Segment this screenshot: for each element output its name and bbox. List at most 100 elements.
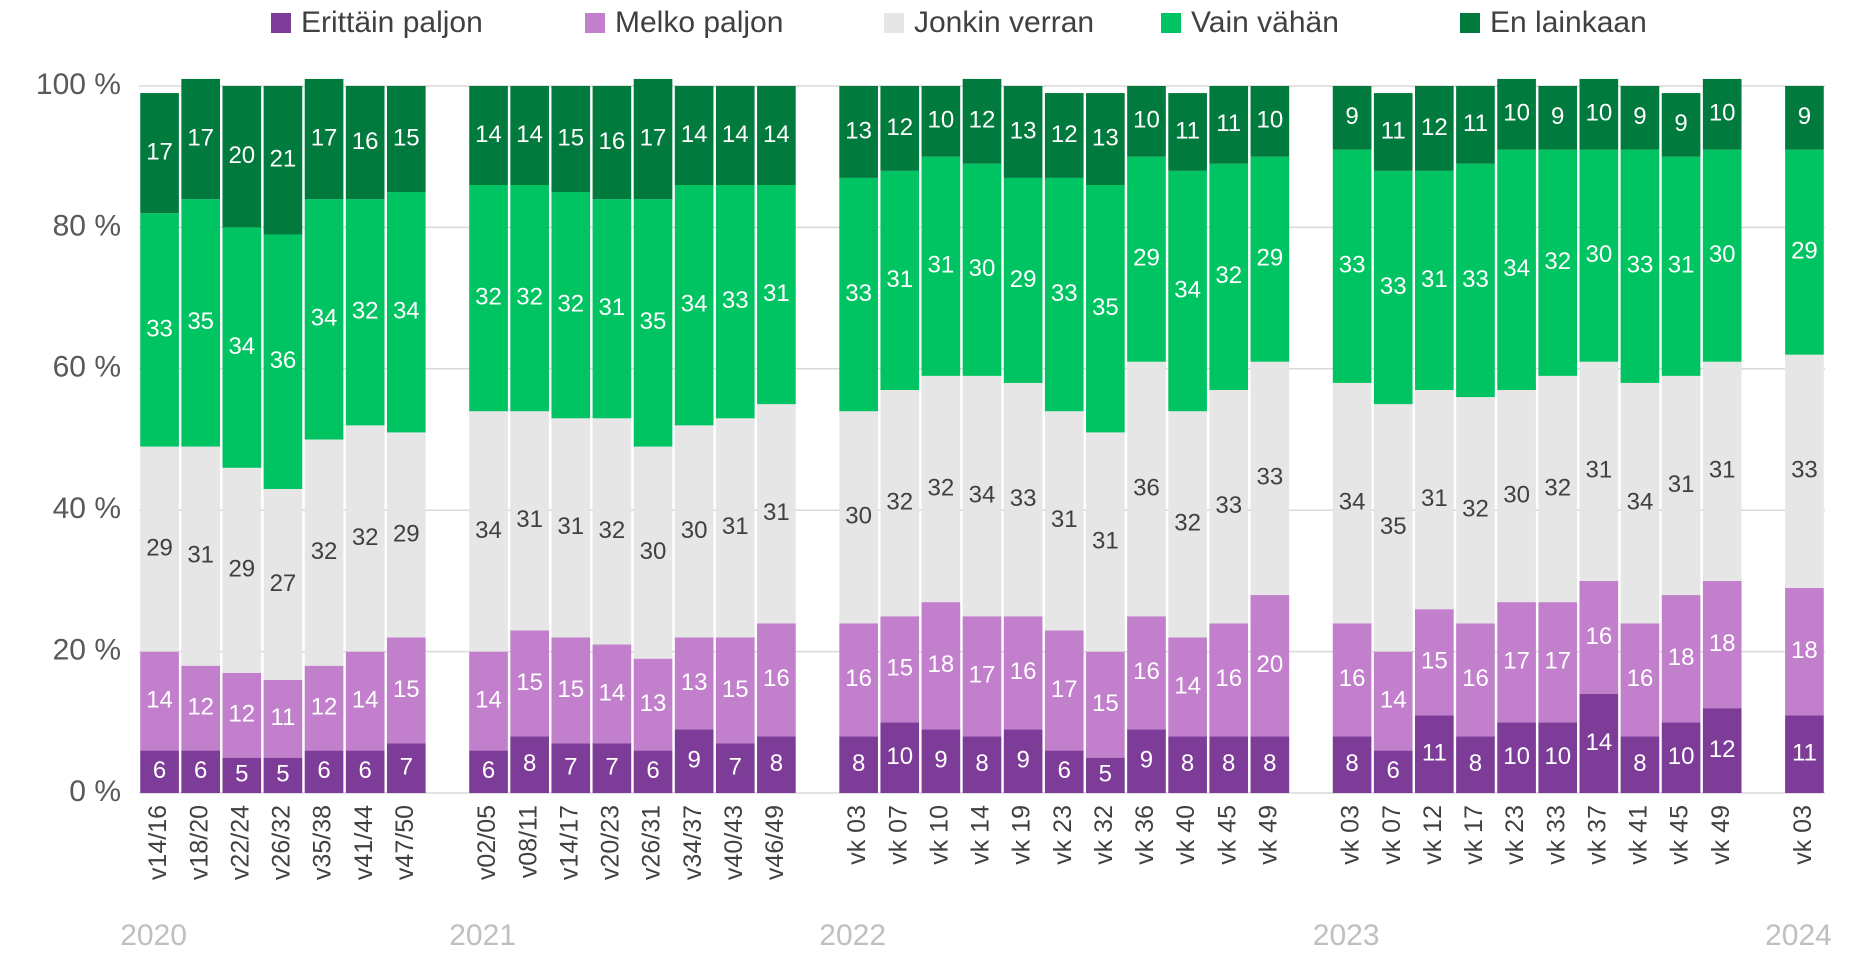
x-tick-label: vk 41 [1625,805,1653,865]
bar-segment [757,623,796,737]
data-label: 14 [722,121,749,148]
bar-segment [386,637,426,744]
data-label: 17 [1051,676,1078,703]
data-label: 10 [1503,100,1530,127]
legend-swatch [884,13,904,33]
bar-segment [551,743,591,793]
bar-segment [345,199,385,426]
bar-segment [181,78,221,200]
x-tick-label: v34/37 [679,805,707,880]
data-label: 31 [763,499,790,526]
data-label: 31 [599,294,626,321]
bar-segment [839,411,878,624]
data-label: 31 [1421,485,1448,512]
bar-segment [1538,375,1578,603]
data-label: 31 [1709,457,1736,484]
data-label: 9 [1674,110,1687,137]
bar-segment [1373,404,1413,652]
data-label: 32 [311,538,338,565]
bar-segment [674,425,714,638]
bar-segment [1250,361,1290,596]
data-label: 16 [763,665,790,692]
bar-segment [181,750,221,793]
x-tick-label: v26/32 [268,805,296,880]
bar-segment [222,86,262,228]
data-label: 15 [1092,690,1119,717]
bar-segment [1209,86,1249,164]
bar-segment [1620,149,1660,383]
group-label: 2024 [1765,919,1832,952]
bar-segment [674,729,714,793]
bar-segment [1538,602,1578,723]
bar-segment [386,192,426,433]
data-label: 34 [311,305,338,332]
bar-segment [1579,361,1619,581]
data-label: 8 [523,750,536,777]
data-label: 35 [187,308,214,335]
data-label: 6 [317,757,330,784]
bar-segment [1373,651,1413,751]
x-tick-label: v26/31 [638,805,666,880]
bar-segment [757,184,796,405]
bar-segment [469,184,508,412]
bar-segment [140,651,179,751]
bar-segment [1044,177,1084,412]
bar-segment [839,177,878,412]
data-label: 29 [1257,245,1284,272]
bar-segment [1497,390,1536,603]
bar-segment [592,644,632,744]
data-label: 16 [1215,665,1242,692]
data-label: 32 [928,474,955,501]
bar-segment [880,722,920,793]
x-tick-label: v46/49 [761,805,789,880]
data-label: 14 [475,686,502,713]
bar-segment [592,86,632,200]
legend-label: En lainkaan [1490,6,1647,39]
data-label: 7 [605,754,618,781]
legend-swatch [1460,13,1480,33]
bar-segment [1456,163,1495,398]
data-label: 8 [1263,750,1276,777]
bar-segment [1044,750,1084,793]
data-label: 12 [1709,736,1736,763]
data-label: 8 [1345,750,1358,777]
bar-segment [1250,156,1290,362]
data-label: 30 [640,538,667,565]
data-label: 12 [311,694,338,721]
bar-segment [1003,86,1043,178]
data-label: 14 [475,121,502,148]
data-label: 9 [1633,103,1646,130]
x-tick-label: vk 03 [1337,805,1365,865]
bar-segment [1538,722,1578,793]
bar-segment [1415,390,1454,610]
data-label: 33 [1380,273,1407,300]
x-tick-label: v22/24 [226,805,254,880]
data-label: 9 [1140,747,1153,774]
bar-segment [1620,736,1660,793]
data-label: 6 [1058,757,1071,784]
bar-segment [1579,694,1619,793]
bar-segment [1209,390,1249,624]
data-label: 10 [1709,100,1736,127]
bar-segment [510,184,549,412]
data-label: 8 [1222,750,1235,777]
data-label: 17 [969,662,996,689]
data-label: 9 [1016,747,1029,774]
bar-segment [469,651,508,751]
x-tick-label: vk 37 [1583,805,1611,865]
bar-segment [469,750,508,793]
data-label: 34 [681,291,708,318]
bar-segment [921,156,961,376]
data-label: 14 [352,686,379,713]
bar-segment [592,743,632,793]
data-label: 14 [599,679,626,706]
x-tick-label: vk 45 [1666,805,1694,865]
data-label: 6 [153,757,166,784]
bar-segment [1003,616,1043,730]
data-label: 10 [1503,743,1530,770]
bar-segment [304,665,344,751]
data-label: 32 [475,283,502,310]
data-label: 33 [1791,457,1818,484]
data-label: 12 [1051,121,1078,148]
data-label: 32 [1174,510,1201,537]
